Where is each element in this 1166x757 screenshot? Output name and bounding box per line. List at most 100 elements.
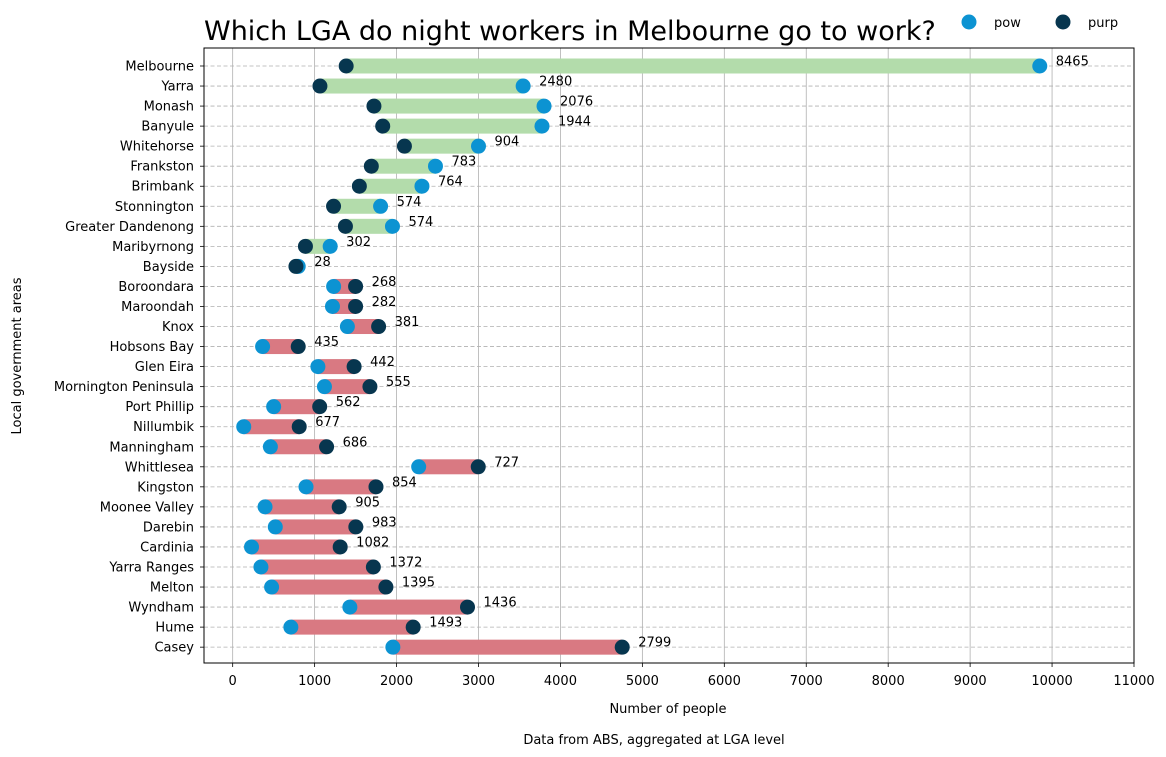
y-tick-label: Wyndham — [128, 601, 194, 616]
legend: pow purp — [961, 14, 1118, 31]
purp-point — [348, 519, 364, 535]
difference-labels: 8465 2480 2076 1944 904 783 764 574 574 302 28 268 2… — [314, 55, 1089, 651]
y-tick-label: Banyule — [141, 120, 194, 135]
difference-bar — [418, 459, 479, 475]
difference-bar — [251, 539, 341, 555]
purp-point — [326, 198, 342, 214]
purp-point — [291, 419, 307, 435]
purp-point — [362, 379, 378, 395]
difference-bar — [404, 138, 479, 154]
difference-bar — [349, 599, 468, 615]
chart-title: Which LGA do night workers in Melbourne … — [204, 16, 936, 47]
y-tick-labels: Melbourne Yarra Monash Banyule Whitehorse Fra… — [54, 60, 204, 656]
y-tick-label: Hume — [155, 621, 194, 636]
x-tick-label: 10000 — [1031, 674, 1072, 689]
difference-bar — [392, 639, 623, 655]
y-tick-label: Hobsons Bay — [110, 340, 195, 355]
legend-marker-pow — [961, 14, 977, 30]
difference-label: 2480 — [539, 75, 572, 90]
difference-bar — [290, 619, 414, 635]
difference-bar — [346, 58, 1040, 74]
pow-point — [267, 519, 283, 535]
difference-bar — [262, 339, 299, 355]
y-tick-label: Casey — [154, 641, 194, 656]
x-tick-label: 2000 — [380, 674, 413, 689]
purp-point — [312, 399, 328, 415]
difference-bar — [324, 379, 370, 395]
purp-point — [290, 339, 306, 355]
pow-point — [534, 118, 550, 134]
purp-point — [319, 439, 335, 455]
difference-label: 28 — [314, 255, 331, 270]
pow-point — [322, 238, 338, 254]
difference-bar — [260, 559, 374, 575]
purp-point — [375, 118, 391, 134]
x-tick-label: 8000 — [872, 674, 905, 689]
difference-bar — [333, 198, 381, 214]
difference-label: 905 — [355, 495, 380, 510]
purp-point — [348, 298, 364, 314]
difference-label: 555 — [386, 375, 411, 390]
difference-label: 282 — [372, 295, 397, 310]
pow-point — [253, 559, 269, 575]
y-tick-label: Melbourne — [125, 60, 194, 75]
purp-point — [312, 78, 328, 94]
difference-label: 2799 — [638, 636, 671, 651]
pow-point — [470, 138, 486, 154]
purp-point — [378, 579, 394, 595]
difference-bar — [243, 419, 300, 435]
difference-label: 904 — [494, 135, 519, 150]
x-tick-label: 9000 — [954, 674, 987, 689]
y-tick-label: Glen Eira — [135, 360, 194, 375]
purp-point — [331, 499, 347, 515]
x-tick-label: 6000 — [708, 674, 741, 689]
pow-point — [264, 579, 280, 595]
y-tick-label: Monash — [144, 100, 194, 115]
difference-label: 1944 — [558, 115, 591, 130]
x-tick-label: 5000 — [626, 674, 659, 689]
difference-bar — [359, 178, 422, 194]
difference-label: 1082 — [356, 535, 389, 550]
pow-point — [411, 459, 427, 475]
difference-label: 268 — [372, 275, 397, 290]
difference-label: 302 — [346, 235, 371, 250]
purp-point — [366, 98, 382, 114]
pow-point — [427, 158, 443, 174]
purp-point — [365, 559, 381, 575]
pow-point — [298, 479, 314, 495]
y-axis-label: Local government areas — [10, 277, 25, 434]
pow-point — [1032, 58, 1048, 74]
y-tick-label: Greater Dandenong — [65, 220, 194, 235]
purp-point — [338, 58, 354, 74]
difference-label: 677 — [315, 415, 340, 430]
pow-point — [262, 439, 278, 455]
pow-point — [310, 359, 326, 375]
difference-bar — [275, 519, 356, 535]
difference-label: 2076 — [560, 95, 593, 110]
purp-point — [337, 218, 353, 234]
pow-point — [257, 499, 273, 515]
legend-label-pow: pow — [994, 16, 1021, 31]
purp-point — [348, 278, 364, 294]
pow-point — [373, 198, 389, 214]
difference-label: 1395 — [402, 576, 435, 591]
y-tick-label: Yarra — [160, 80, 194, 95]
difference-bar — [371, 158, 436, 174]
difference-bar — [373, 98, 545, 114]
difference-bar — [347, 319, 379, 335]
y-tick-label: Darebin — [143, 520, 194, 535]
difference-label: 686 — [343, 435, 368, 450]
purp-point — [368, 479, 384, 495]
purp-point — [371, 319, 387, 335]
y-tick-label: Brimbank — [131, 180, 194, 195]
pow-point — [236, 419, 252, 435]
x-tick-labels: 0 1000 2000 3000 4000 5000 6000 7000 8000 9000 100… — [229, 663, 1155, 689]
y-tick-label: Knox — [162, 320, 194, 335]
difference-bars — [243, 58, 1040, 655]
x-tick-label: 4000 — [544, 674, 577, 689]
pow-point — [244, 539, 260, 555]
difference-label: 435 — [314, 335, 339, 350]
purp-point — [346, 359, 362, 375]
caption: Data from ABS, aggregated at LGA level — [523, 733, 784, 748]
legend-label-purp: purp — [1088, 16, 1118, 31]
